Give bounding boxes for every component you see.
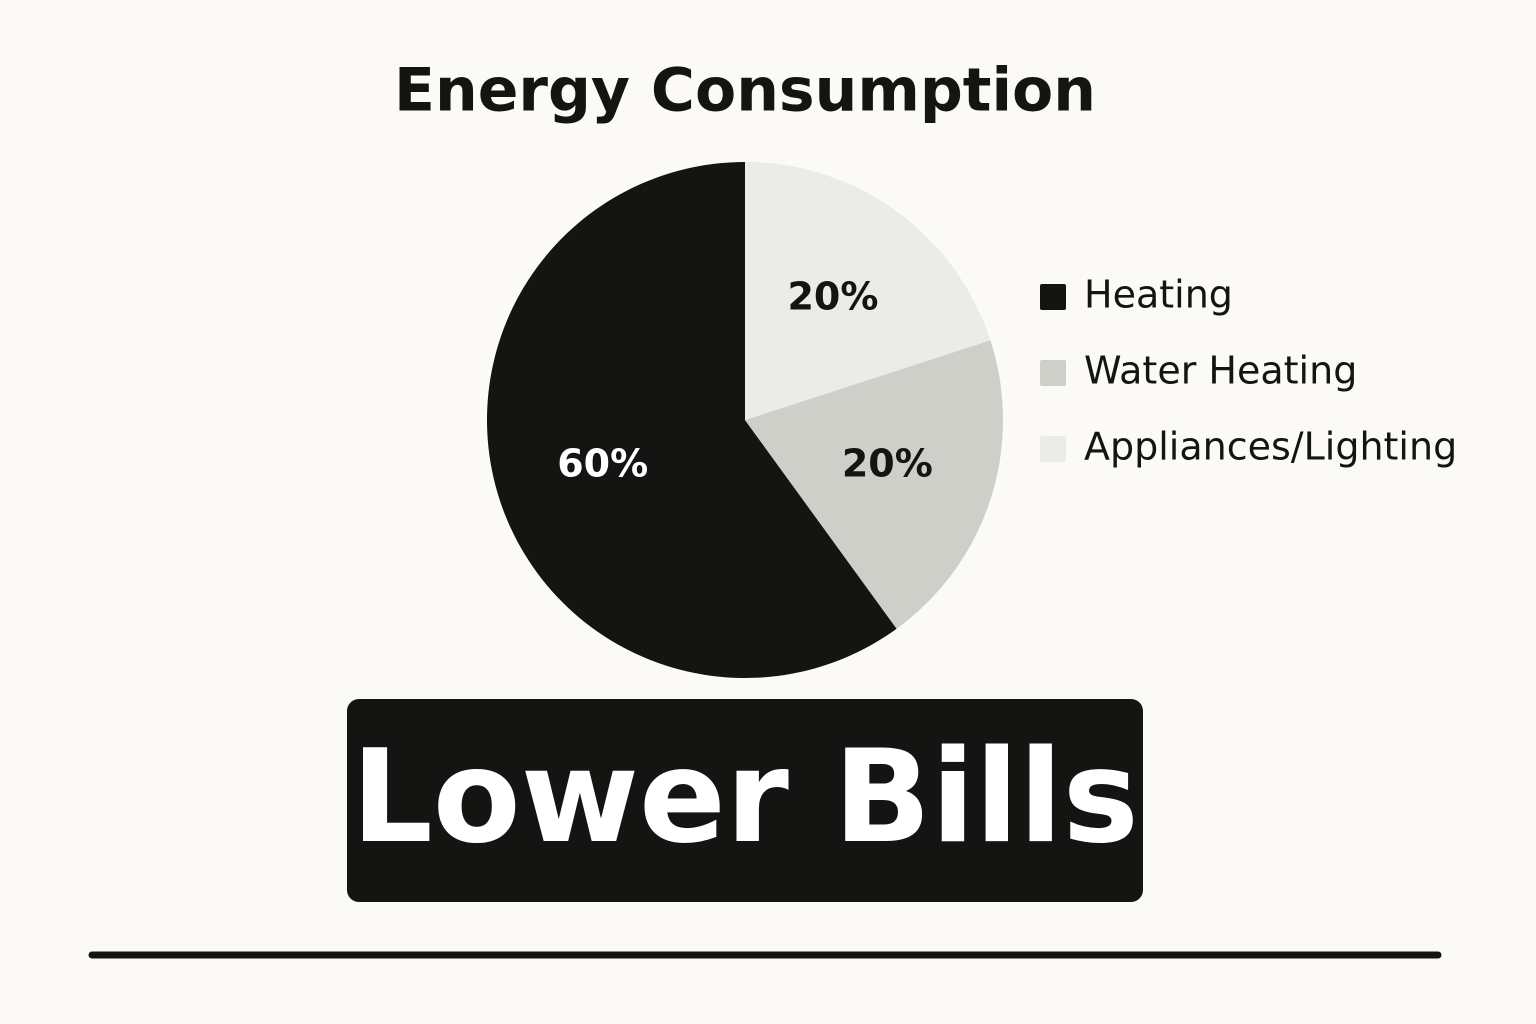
pie-slice <box>745 162 991 420</box>
legend-swatch <box>1040 436 1066 462</box>
legend-swatch <box>1040 284 1066 310</box>
banner-box <box>347 699 1143 902</box>
data-label: 20% <box>787 274 878 318</box>
data-label: 60% <box>557 442 648 486</box>
pie-slice <box>487 162 897 678</box>
banner-text: Lower Bills <box>351 723 1139 872</box>
legend-label: Appliances/Lighting <box>1084 425 1457 469</box>
pie-slice <box>745 340 1003 629</box>
legend-swatch <box>1040 360 1066 386</box>
data-label: 20% <box>842 442 933 486</box>
legend-label: Water Heating <box>1084 349 1357 393</box>
legend-label: Heating <box>1084 273 1233 317</box>
chart-title: Energy Consumption <box>394 56 1096 126</box>
